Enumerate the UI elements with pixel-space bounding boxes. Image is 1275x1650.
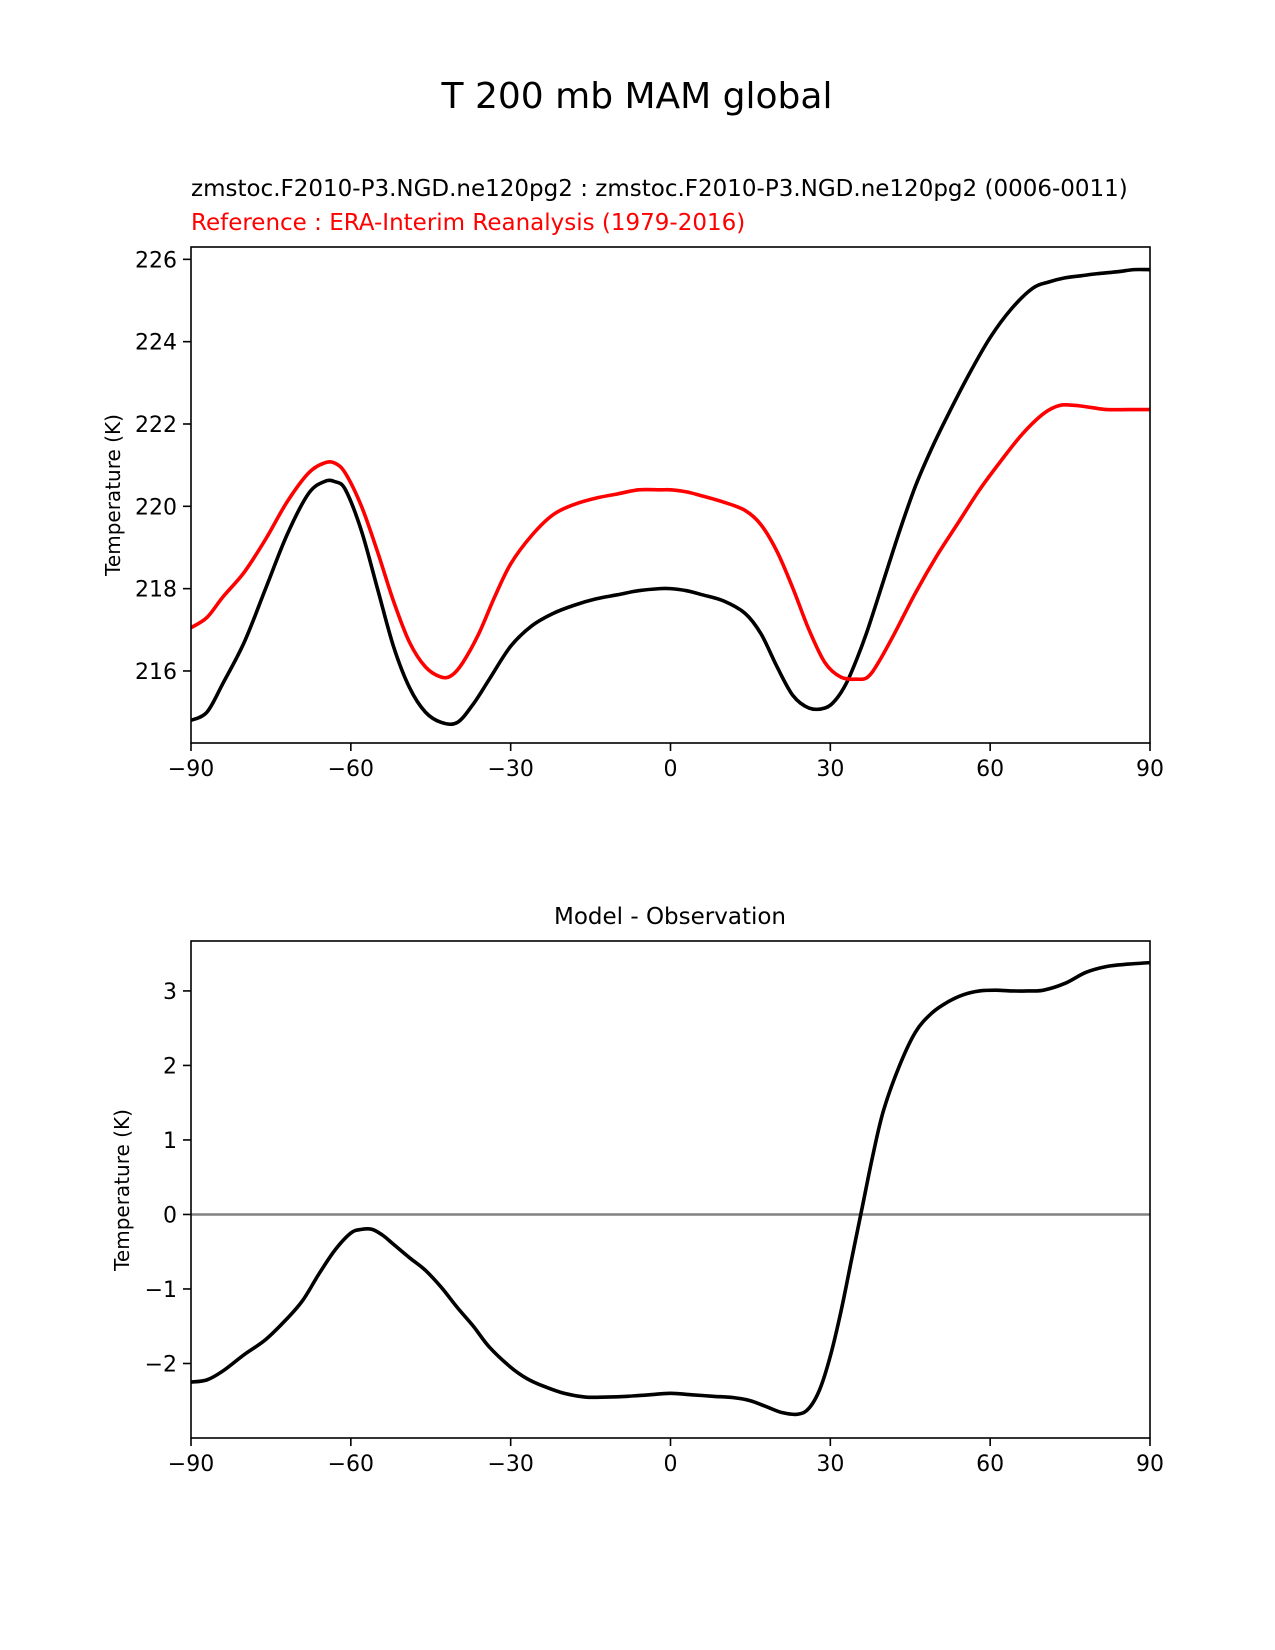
bottom-panel-ytick-label: 1 [163,1129,177,1154]
top-panel-title-main: zmstoc.F2010-P3.NGD.ne120pg2 : zmstoc.F2… [191,176,1128,202]
bottom-panel-ytick-label: −1 [145,1278,177,1303]
bottom-panel-ytick-label: −2 [145,1352,177,1377]
top-panel-xtick-label: 30 [816,757,844,782]
bottom-panel-ytick-label: 2 [163,1054,177,1079]
figure-suptitle: T 200 mb MAM global [441,76,833,117]
bottom-panel-xtick-label: −30 [487,1452,533,1477]
top-panel-xtick-label: −90 [168,757,214,782]
bottom-panel-xtick-label: −90 [168,1452,214,1477]
top-panel-xtick-label: −60 [328,757,374,782]
bottom-panel-series-line-0 [191,960,1150,1417]
bottom-panel-ytick-label: 3 [163,980,177,1005]
bottom-panel-title: Model - Observation [554,904,786,930]
top-panel-ytick-label: 218 [135,578,177,603]
top-panel-xtick-label: 0 [664,757,678,782]
top-panel-ytick-label: 226 [135,248,177,273]
bottom-panel-ylabel: Temperature (K) [110,1109,134,1272]
top-panel-ylabel: Temperature (K) [101,414,125,577]
bottom-panel-xtick-label: 60 [976,1452,1004,1477]
bottom-panel-axes-frame [190,940,1151,1439]
top-panel-ytick-label: 224 [135,331,177,356]
top-panel-xtick-label: 60 [976,757,1004,782]
bottom-panel-xtick-label: −60 [328,1452,374,1477]
top-panel-ytick-label: 220 [135,495,177,520]
bottom-panel-xtick-label: 30 [816,1452,844,1477]
top-panel-series-line-0 [191,267,1150,727]
top-panel-ytick-label: 216 [135,660,177,685]
top-panel-xtick-label: −30 [487,757,533,782]
bottom-panel-ytick-label: 0 [163,1203,177,1228]
bottom-panel-xtick-label: 90 [1136,1452,1164,1477]
top-panel-axes-frame [190,246,1151,744]
top-panel-title-reference: Reference : ERA-Interim Reanalysis (1979… [191,210,745,236]
top-panel-xtick-label: 90 [1136,757,1164,782]
top-panel-ytick-label: 222 [135,413,177,438]
top-panel: zmstoc.F2010-P3.NGD.ne120pg2 : zmstoc.F2… [101,176,1164,782]
top-panel-series-line-1 [191,402,1150,682]
bottom-panel: Model - Observation Temperature (K) −90 −… [110,904,1164,1477]
bottom-panel-xtick-label: 0 [664,1452,678,1477]
